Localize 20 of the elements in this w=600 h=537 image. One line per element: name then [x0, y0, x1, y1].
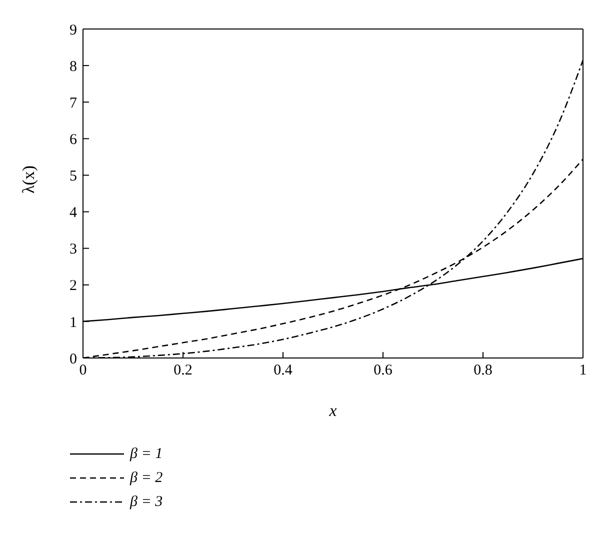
legend-label: β = 3: [130, 494, 163, 510]
y-tick-label: 9: [70, 22, 77, 38]
y-tick-label: 5: [70, 168, 77, 185]
y-tick-label: 2: [70, 278, 77, 294]
x-tick-label: 0.6: [374, 362, 393, 379]
legend-label: β = 2: [130, 470, 163, 486]
x-tick-label: 0.8: [474, 362, 492, 379]
x-axis-title: x: [328, 401, 338, 420]
x-tick-label: 1: [579, 362, 587, 379]
y-tick-label: 3: [70, 242, 77, 258]
y-tick-label: 8: [70, 58, 77, 75]
y-tick-label: 7: [70, 95, 78, 112]
y-tick-label: 4: [70, 205, 78, 222]
y-tick-label: 0: [70, 351, 77, 368]
y-tick-label: 6: [70, 132, 78, 148]
x-tick-label: 0.2: [174, 362, 192, 379]
y-tick-label: 1: [70, 314, 77, 331]
x-tick-label: 0.4: [274, 362, 293, 379]
legend-label: β = 1: [130, 446, 163, 462]
y-axis-title: λ(x): [19, 165, 38, 194]
